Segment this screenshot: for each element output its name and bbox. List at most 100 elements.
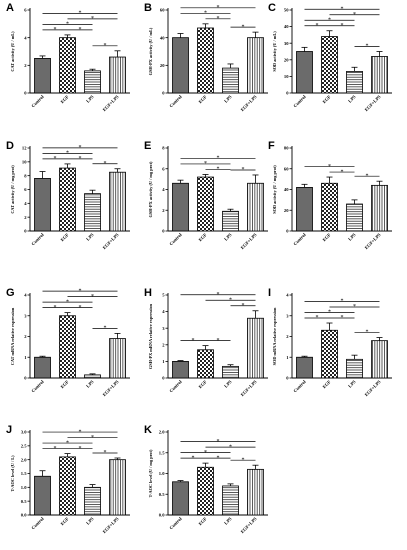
bar-egf-plus-lps	[247, 37, 264, 94]
y-tick-label: 4	[24, 35, 27, 40]
bar-egf-plus-lps	[109, 171, 126, 232]
chart-panel-h: H 0 1 2 3 4 5 GSH-PX mRNA relative expression Co…	[144, 287, 268, 397]
y-tick-label: 10	[22, 159, 27, 164]
chart-panel-g: G 0 1 2 3 4 CAT mRNA relative expression Contro…	[6, 287, 130, 397]
significance-star: *	[192, 338, 195, 344]
significance-star: *	[79, 429, 82, 435]
y-tick-label: 0	[162, 91, 165, 96]
significance-star: *	[79, 288, 82, 294]
category-label: Control	[30, 232, 45, 247]
panel-letter: C	[268, 2, 276, 14]
significance-star: *	[54, 446, 57, 452]
category-label: EGF	[59, 232, 69, 242]
bar-lps	[346, 71, 363, 94]
significance-star: *	[217, 16, 220, 22]
significance-star: *	[217, 439, 220, 445]
y-tick-label: 1.5	[21, 471, 27, 476]
significance-star: *	[91, 435, 94, 441]
y-tick-label: 4	[162, 187, 165, 192]
y-tick-label: 2	[24, 63, 27, 68]
category-label: EGF	[59, 516, 69, 526]
y-tick-label: 0.5	[159, 492, 165, 497]
bar-lps	[222, 365, 239, 379]
y-tick-label: 60	[160, 8, 165, 13]
category-label: EGF+LPS	[102, 379, 120, 397]
y-tick-label: 60	[284, 166, 289, 171]
category-label: EGF+LPS	[364, 232, 382, 250]
significance-star: *	[341, 315, 344, 321]
panel-letter: D	[6, 140, 14, 152]
y-tick-label: 2.0	[159, 430, 165, 435]
bar-egf-plus-lps	[109, 459, 126, 516]
category-label: EGF+LPS	[102, 232, 120, 250]
y-tick-label: 4	[286, 293, 289, 298]
y-tick-label: 1	[286, 355, 289, 360]
category-label: LPS	[223, 94, 233, 104]
y-tick-label: 1.5	[159, 450, 165, 455]
y-tick-label: 2.0	[21, 457, 27, 462]
y-tick-label: 8	[162, 146, 165, 151]
category-label: Control	[292, 379, 307, 394]
y-tick-label: 30	[284, 41, 289, 46]
significance-star: *	[79, 446, 82, 452]
category-label: EGF	[321, 232, 331, 242]
category-label: LPS	[85, 379, 95, 389]
category-label: LPS	[85, 232, 95, 242]
y-tick-label: 0.0	[159, 513, 165, 518]
category-label: Control	[168, 379, 183, 394]
y-tick-label: 1	[162, 359, 165, 364]
significance-star: *	[79, 145, 82, 151]
y-tick-label: 3	[24, 313, 27, 318]
bar-egf	[59, 167, 76, 232]
chart-panel-a: A 0 2 4 6 CAT activity (U / mL) Control EGF LPS E…	[6, 2, 130, 112]
y-tick-label: 0	[24, 229, 27, 234]
significance-star: *	[54, 156, 57, 162]
y-tick-label: 2	[162, 208, 165, 213]
bar-egf	[321, 182, 338, 232]
significance-star: *	[341, 169, 344, 175]
bar-control	[172, 481, 189, 516]
bar-lps	[222, 67, 239, 94]
bar-egf	[197, 466, 214, 516]
significance-star: *	[341, 23, 344, 29]
y-tick-label: 8	[24, 173, 27, 178]
bar-egf-plus-lps	[109, 56, 126, 94]
y-tick-label: 3	[162, 326, 165, 331]
significance-star: *	[353, 304, 356, 310]
y-tick-label: 10	[284, 74, 289, 79]
bar-lps	[84, 70, 101, 94]
significance-star: *	[366, 330, 369, 336]
y-tick-label: 2	[162, 342, 165, 347]
bar-egf-plus-lps	[371, 184, 388, 232]
y-tick-label: 12	[22, 146, 27, 151]
significance-star: *	[328, 164, 331, 170]
bar-control	[34, 475, 51, 516]
y-tick-label: 6	[162, 166, 165, 171]
bar-egf-plus-lps	[247, 317, 264, 379]
panel-letter: G	[6, 287, 15, 299]
y-axis-label: CAT activity (U / mg prot)	[10, 165, 15, 214]
significance-star: *	[328, 17, 331, 23]
significance-star: *	[366, 173, 369, 179]
y-tick-label: 20	[284, 208, 289, 213]
y-axis-label: T-AOC level (U / mg prot)	[148, 449, 153, 497]
category-label: Control	[292, 94, 307, 109]
significance-star: *	[104, 450, 107, 456]
y-tick-label: 0	[286, 376, 289, 381]
y-tick-label: 2	[24, 215, 27, 220]
y-tick-label: 2.5	[21, 443, 27, 448]
chart-panel-e: E 0 2 4 6 8 GSH-PX activity (U / mg prot) Contr…	[144, 140, 268, 250]
y-tick-label: 50	[284, 8, 289, 13]
y-tick-label: 0	[286, 91, 289, 96]
bar-lps	[84, 193, 101, 232]
category-label: EGF	[197, 379, 207, 389]
bar-control	[296, 187, 313, 232]
significance-star: *	[79, 11, 82, 17]
y-tick-label: 4	[24, 293, 27, 298]
bar-egf-plus-lps	[109, 338, 126, 379]
bar-control	[172, 37, 189, 94]
y-tick-label: 1.0	[21, 485, 27, 490]
category-label: EGF+LPS	[102, 516, 120, 534]
bar-egf	[197, 27, 214, 94]
chart-panel-i: I 0 1 2 3 4 SOD mRNA relative expression Contro…	[268, 287, 392, 397]
